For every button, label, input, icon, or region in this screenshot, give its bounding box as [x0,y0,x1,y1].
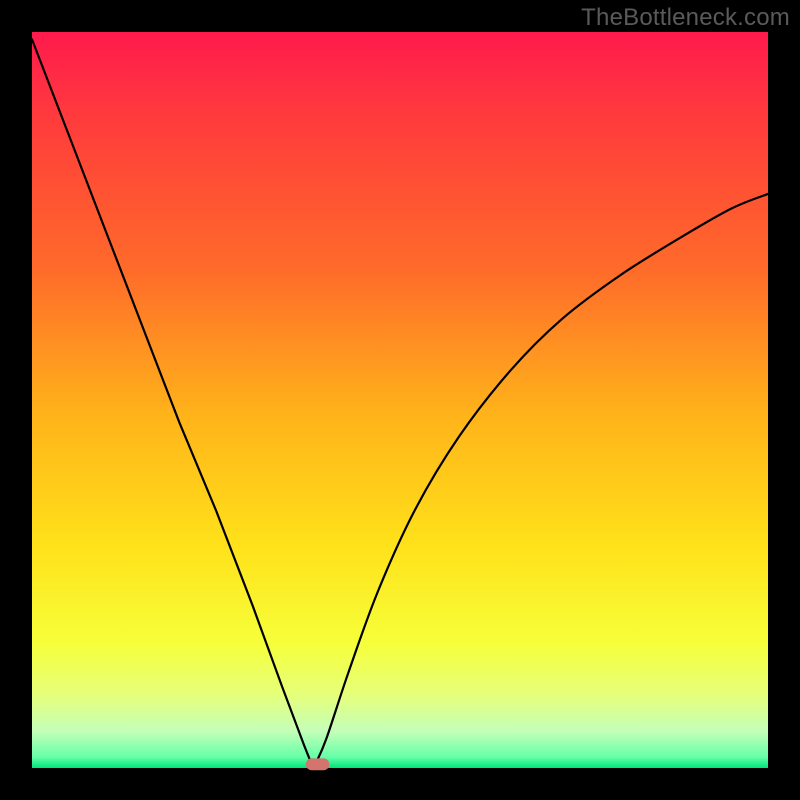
chart-frame: TheBottleneck.com [0,0,800,800]
watermark-text: TheBottleneck.com [581,4,790,32]
plot-background [32,32,768,768]
optimal-point-marker [306,758,330,770]
bottleneck-chart [0,0,800,800]
